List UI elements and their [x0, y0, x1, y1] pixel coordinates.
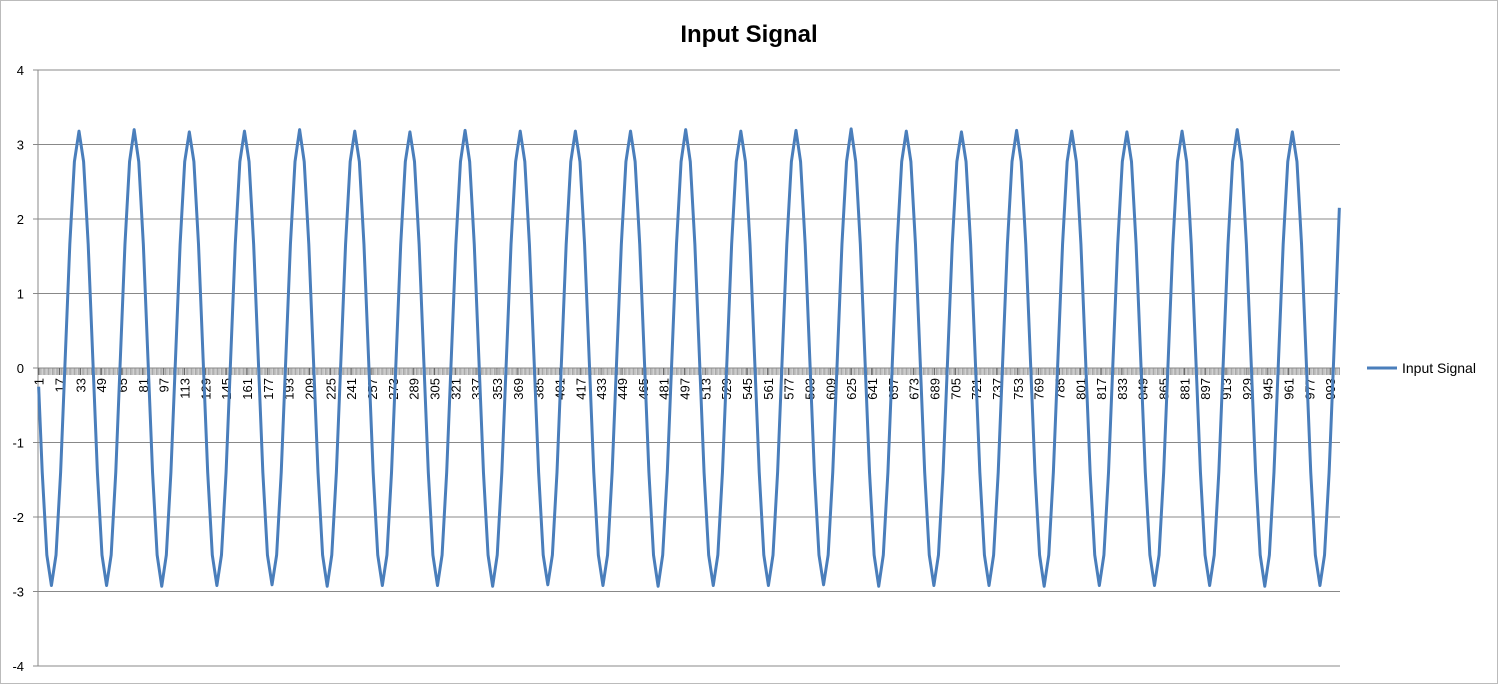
- x-tick-label: 833: [1115, 378, 1130, 400]
- x-tick-label: 353: [490, 378, 505, 400]
- y-tick-label: -3: [12, 585, 24, 600]
- series-line: [37, 127, 1341, 588]
- x-tick-label: 769: [1032, 378, 1047, 400]
- x-tick-label: 641: [865, 378, 880, 400]
- x-tick-label: 417: [573, 378, 588, 400]
- x-tick-label: 561: [761, 378, 776, 400]
- x-tick-label: 145: [219, 378, 234, 400]
- x-tick-label: 753: [1011, 378, 1026, 400]
- y-tick-label: 4: [17, 63, 24, 78]
- x-tick-label: 865: [1157, 378, 1172, 400]
- x-tick-label: 289: [407, 378, 422, 400]
- x-tick-label: 897: [1198, 378, 1213, 400]
- x-tick-label: 977: [1302, 378, 1317, 400]
- legend: Input Signal: [1367, 360, 1476, 376]
- y-tick-label: -1: [12, 436, 24, 451]
- x-tick-label: 577: [782, 378, 797, 400]
- x-tick-label: 545: [740, 378, 755, 400]
- x-tick-label: 817: [1094, 378, 1109, 400]
- y-tick-label: 0: [17, 361, 24, 376]
- x-tick-label: 449: [615, 378, 630, 400]
- plot-area: [37, 127, 1341, 588]
- x-tick-label: 65: [115, 378, 130, 392]
- x-tick-label: 305: [427, 378, 442, 400]
- y-tick-label: 3: [17, 138, 24, 153]
- y-tick-label: -4: [12, 659, 24, 674]
- x-tick-label: 97: [157, 378, 172, 392]
- x-tick-label: 785: [1052, 378, 1067, 400]
- x-tick-label: 689: [927, 378, 942, 400]
- x-tick-label: 657: [886, 378, 901, 400]
- x-minor-ticks: [38, 368, 1340, 375]
- y-tick-label: 2: [17, 212, 24, 227]
- x-tick-label: 81: [136, 378, 151, 392]
- x-tick-label: 961: [1282, 378, 1297, 400]
- x-tick-label: 881: [1177, 378, 1192, 400]
- x-tick-label: 497: [677, 378, 692, 400]
- x-tick-label: 257: [365, 378, 380, 400]
- x-tick-label: 177: [261, 378, 276, 400]
- x-tick-label: 321: [448, 378, 463, 400]
- x-tick-label: 273: [386, 378, 401, 400]
- legend-label: Input Signal: [1402, 360, 1476, 376]
- x-tick-label: 481: [657, 378, 672, 400]
- x-tick-label: 369: [511, 378, 526, 400]
- x-tick-label: 465: [636, 378, 651, 400]
- x-tick-label: 801: [1073, 378, 1088, 400]
- x-tick-label: 113: [177, 378, 192, 399]
- x-tick-label: 161: [240, 378, 255, 400]
- x-tick-label: 225: [323, 378, 338, 400]
- x-tick-label: 433: [594, 378, 609, 400]
- x-tick-label: 993: [1323, 378, 1338, 400]
- y-tick-label: -2: [12, 510, 24, 525]
- x-tick-label: 33: [73, 378, 88, 392]
- y-tick-label: 1: [17, 287, 24, 302]
- chart-title: Input Signal: [680, 21, 817, 48]
- x-tick-label: 1: [32, 378, 47, 385]
- x-tick-label: 625: [844, 378, 859, 400]
- x-tick-label: 705: [948, 378, 963, 400]
- x-tick-label: 673: [907, 378, 922, 400]
- x-tick-label: 945: [1261, 378, 1276, 400]
- x-tick-label: 241: [344, 378, 359, 400]
- x-tick-label: 49: [94, 378, 109, 392]
